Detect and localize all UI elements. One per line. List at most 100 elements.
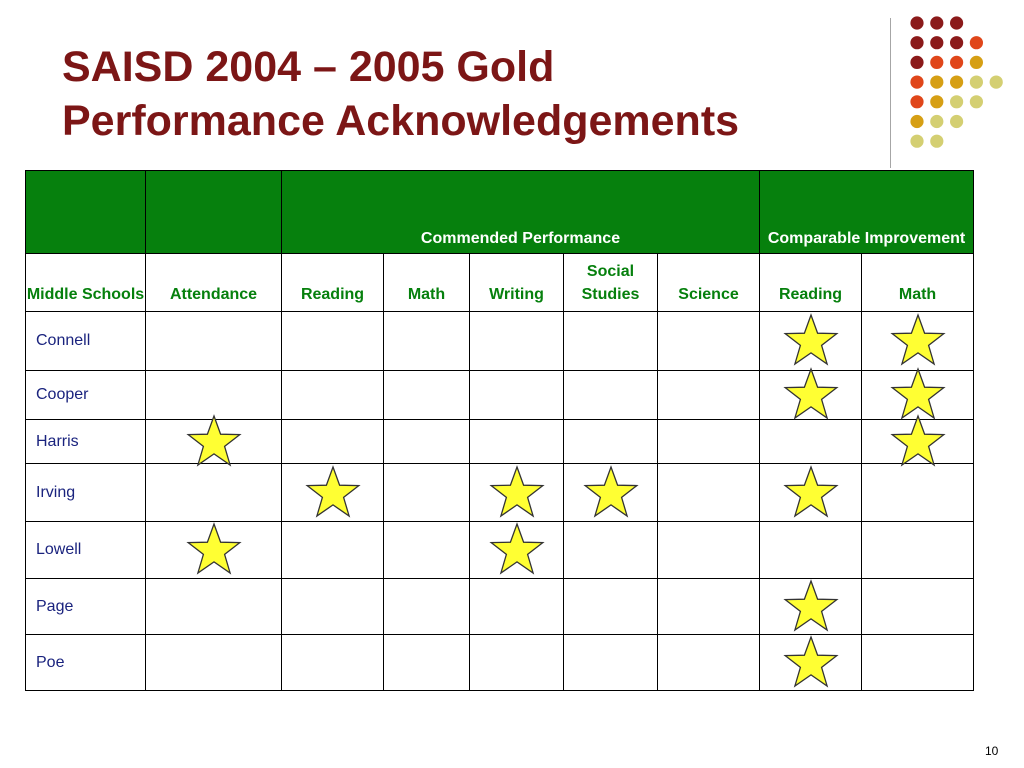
table-cell xyxy=(861,371,975,420)
vertical-divider xyxy=(890,18,891,168)
decorative-dot xyxy=(969,95,984,109)
gold-star-icon xyxy=(783,313,839,369)
table-cell xyxy=(759,419,863,464)
table-cell xyxy=(759,371,863,420)
table-cell xyxy=(145,370,282,420)
gold-star-icon xyxy=(305,465,361,521)
table-cell xyxy=(563,634,658,691)
table-cell xyxy=(383,370,470,420)
table-cell xyxy=(861,463,975,522)
table-cell xyxy=(145,578,282,635)
table-cell xyxy=(861,634,975,691)
table-cell xyxy=(563,521,658,579)
decorative-dot xyxy=(989,75,1003,89)
gold-star-icon xyxy=(186,522,242,578)
decorative-dot xyxy=(950,16,964,30)
school-name: Harris xyxy=(25,419,146,464)
table-cell xyxy=(281,521,384,579)
table-cell xyxy=(469,419,564,464)
school-rows: Connell Cooper Harris Irving Lowell Page Poe xyxy=(25,311,975,691)
table-cell xyxy=(563,578,658,635)
table-cell xyxy=(861,578,975,635)
table-cell xyxy=(383,311,470,371)
decorative-dot xyxy=(950,36,964,50)
table-cell xyxy=(281,463,384,522)
table-cell xyxy=(563,311,658,371)
table-cell xyxy=(281,634,384,691)
group-header-row: Commended Performance Comparable Improve… xyxy=(25,170,975,254)
school-name: Connell xyxy=(25,311,146,371)
table-cell xyxy=(759,311,863,371)
table-cell xyxy=(861,311,975,371)
table-cell xyxy=(469,463,564,522)
header-commended-performance: Commended Performance xyxy=(280,170,761,254)
table-cell xyxy=(145,634,282,691)
table-cell xyxy=(145,463,282,522)
gold-star-icon xyxy=(783,579,839,635)
gold-star-icon xyxy=(583,465,639,521)
decorative-dot xyxy=(910,36,924,50)
table-cell xyxy=(656,521,761,579)
decorative-dot xyxy=(930,75,944,89)
decorative-dot xyxy=(930,95,944,109)
decorative-dot xyxy=(950,75,964,89)
decorative-dot xyxy=(910,16,924,30)
school-name: Page xyxy=(25,578,146,635)
decorative-dot xyxy=(910,134,924,148)
table-cell xyxy=(563,419,658,464)
header-blank-2 xyxy=(145,170,282,254)
school-name: Irving xyxy=(25,463,146,522)
table-cell xyxy=(861,420,975,464)
acknowledgements-table: Commended Performance Comparable Improve… xyxy=(25,170,975,691)
table-row: Harris xyxy=(25,419,975,464)
table-cell xyxy=(281,311,384,371)
decorative-dot xyxy=(910,55,924,69)
column-header: Reading xyxy=(281,253,384,312)
table-cell xyxy=(469,521,564,579)
decorative-dot xyxy=(930,55,944,69)
table-row: Connell xyxy=(25,311,975,371)
decorative-dot xyxy=(910,114,924,129)
table-row: Poe xyxy=(25,634,975,691)
gold-star-icon xyxy=(783,367,839,423)
table-cell xyxy=(281,370,384,420)
table-cell xyxy=(759,463,863,522)
column-header: Attendance xyxy=(145,253,282,312)
decorative-dot xyxy=(950,114,964,129)
table-cell xyxy=(469,634,564,691)
table-cell xyxy=(656,311,761,371)
table-cell xyxy=(861,521,975,579)
page-number: 10 xyxy=(985,744,999,758)
gold-star-icon xyxy=(489,522,545,578)
table-row: Irving xyxy=(25,463,975,522)
table-cell xyxy=(656,578,761,635)
title-line-2: Performance Acknowledgements xyxy=(62,97,740,145)
table-cell xyxy=(145,420,282,464)
table-row: Cooper xyxy=(25,370,975,420)
decorative-dot xyxy=(910,95,924,109)
column-header: Science xyxy=(656,253,761,312)
school-name: Poe xyxy=(25,634,146,691)
table-cell xyxy=(145,521,282,579)
table-cell xyxy=(145,311,282,371)
slide-title: SAISD 2004 – 2005 Gold Performance Ackno… xyxy=(62,40,882,148)
table-cell xyxy=(469,311,564,371)
decorative-dot xyxy=(950,95,964,109)
table-row: Lowell xyxy=(25,521,975,579)
table-cell xyxy=(383,463,470,522)
table-cell xyxy=(759,634,863,691)
table-cell xyxy=(469,578,564,635)
decorative-dot xyxy=(930,36,944,50)
header-blank-1 xyxy=(25,170,146,254)
decorative-dot xyxy=(930,114,944,129)
title-line-1: SAISD 2004 – 2005 Gold xyxy=(62,43,555,91)
gold-star-icon xyxy=(489,465,545,521)
table-row: Page xyxy=(25,578,975,635)
gold-star-icon xyxy=(783,465,839,521)
table-cell xyxy=(383,419,470,464)
table-cell xyxy=(759,521,863,579)
table-cell xyxy=(656,463,761,522)
decorative-dot xyxy=(969,36,984,50)
column-header: Math xyxy=(861,253,975,312)
decorative-dot xyxy=(930,134,944,148)
